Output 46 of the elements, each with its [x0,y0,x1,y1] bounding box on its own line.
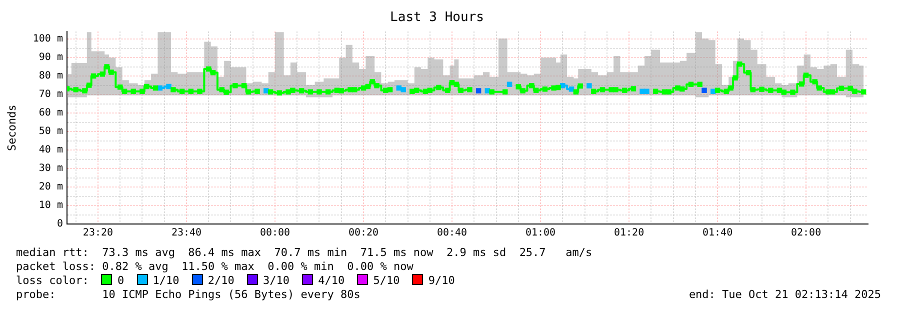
x-tick-label: 01:40 [702,228,733,239]
y-tick-label: 60 m [38,108,63,119]
point [264,88,269,94]
y-tick-label: 50 m [38,126,63,138]
y-tick-label: 0 [56,218,63,230]
legend-title: loss color: [16,274,89,287]
chart-title: Last 3 Hours [390,10,484,26]
x-tick-label: 00:00 [260,228,290,239]
y-tick-label: 20 m [38,182,63,193]
legend-label: 1/10 [152,274,180,287]
y-tick-label: 40 m [38,144,63,156]
legend-label: 9/10 [428,274,455,287]
y-tick-label: 30 m [38,163,63,174]
text: packet loss: 0.82 % avg 11.50 % max 0.00 % min 0.00 % now [16,260,414,274]
text: probe: 10 ICMP Echo Pings (56 Bytes) every 80s [16,288,360,302]
point [560,83,566,88]
x-tick-label: 00:40 [436,228,468,239]
y-axis-title: Seconds [5,104,18,151]
text: median rtt: 73.3 ms avg 86.4 ms max 70.7 ms min 71.5 ms now 2.9 ms sd 25.7 am/s [16,246,594,260]
point [640,88,645,94]
point [586,83,592,88]
legend-label: 5/10 [373,274,400,287]
point [400,87,406,92]
y-tick-label: 10 m [38,200,63,212]
point [166,84,172,90]
point [506,82,512,87]
legend-label: 3/10 [262,274,290,287]
y-tick-label: 100 m [32,34,63,45]
point [710,88,716,94]
x-tick-label: 01:20 [614,228,644,239]
text: end: Tue Oct 21 02:13:14 2025 [688,288,881,302]
point [476,88,482,94]
legend-label: 0 [117,274,124,287]
y-tick-label: 80 m [38,70,63,82]
x-tick-label: 23:20 [82,228,114,239]
point [702,88,707,94]
x-tick-label: 23:40 [171,228,202,239]
y-tick-label: 90 m [38,52,63,64]
legend-label: 2/10 [208,274,234,287]
point [644,88,650,94]
point [568,86,574,92]
x-tick-label: 02:00 [790,228,822,239]
x-tick-label: 00:20 [348,228,379,239]
y-tick-label: 70 m [38,89,63,100]
x-tick-label: 01:00 [525,228,556,239]
legend-label: 4/10 [318,274,345,287]
